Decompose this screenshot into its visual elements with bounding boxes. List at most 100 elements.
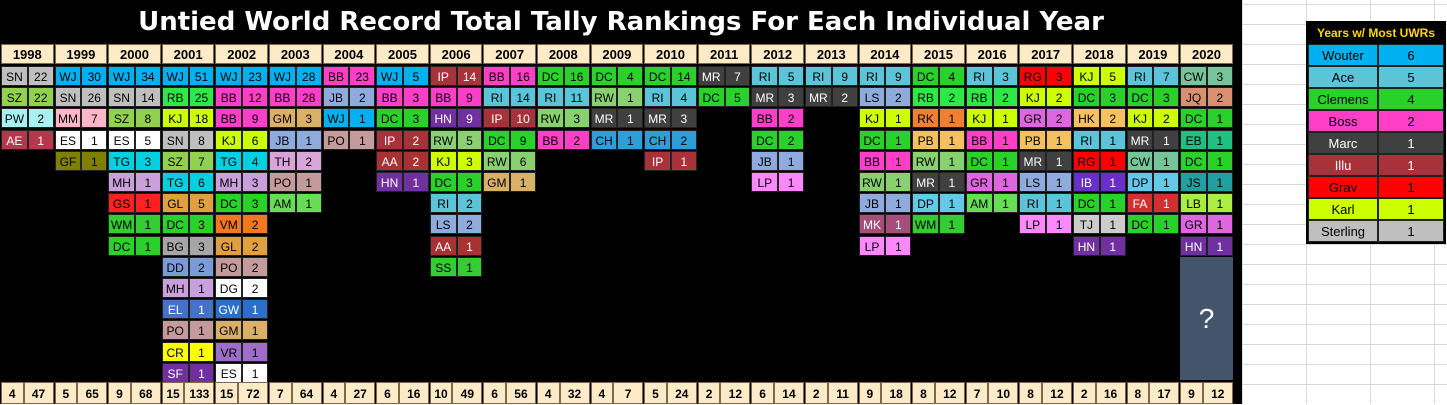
player-abbr-cell: DC [537, 66, 564, 86]
player-abbr-cell: AA [429, 235, 457, 256]
player-abbr-cell: KJ [1126, 108, 1154, 129]
player-count-cell: 23 [242, 66, 268, 86]
year-player-count: 6 [751, 382, 774, 404]
year-total-count: 10 [988, 382, 1019, 404]
player-count-cell: 3 [403, 87, 429, 108]
player-abbr-cell: PO [322, 129, 350, 150]
player-count-cell: 26 [81, 87, 108, 108]
player-count-cell: 9 [242, 108, 268, 129]
player-count-cell: 3 [188, 214, 215, 235]
year-header-1998: 1998 [1, 44, 54, 64]
player-abbr-cell: BB [483, 66, 511, 86]
player-abbr-cell: PW [1, 108, 28, 129]
player-count-cell: 5 [188, 193, 215, 214]
player-count-cell: 11 [563, 87, 590, 108]
legend-name: Wouter [1308, 44, 1378, 66]
player-abbr-cell: DC [1126, 87, 1154, 108]
player-count-cell: 2 [885, 87, 912, 108]
player-abbr-cell: JB [751, 150, 779, 171]
player-count-cell: 22 [27, 66, 54, 86]
player-count-cell: 8 [188, 129, 215, 150]
year-header-2001: 2001 [161, 44, 215, 64]
player-count-cell: 2 [831, 87, 858, 108]
player-count-cell: 3 [456, 172, 483, 192]
legend-name: Sterling [1308, 220, 1378, 242]
player-abbr-cell: RW [858, 172, 886, 192]
player-abbr-cell: RW [537, 108, 564, 129]
year-player-count: 7 [965, 382, 989, 404]
year-header-2013: 2013 [805, 44, 858, 64]
player-count-cell: 1 [1099, 172, 1126, 192]
year-total-count: 12 [1041, 382, 1072, 404]
player-count-cell: 2 [242, 278, 268, 298]
year-total-count: 14 [773, 382, 804, 404]
player-abbr-cell: BB [537, 129, 564, 150]
legend-value: 1 [1378, 198, 1444, 220]
player-count-cell: 28 [295, 66, 322, 86]
player-count-cell: 6 [188, 172, 215, 192]
player-count-cell: 2 [778, 108, 804, 129]
legend-value: 4 [1378, 88, 1444, 110]
player-abbr-cell: DC [1126, 214, 1154, 235]
year-player-count: 10 [429, 382, 453, 404]
player-count-cell: 2 [1046, 108, 1072, 129]
player-count-cell: 1 [885, 172, 912, 192]
year-player-count: 9 [108, 382, 131, 404]
legend-name: Ace [1308, 66, 1378, 88]
player-abbr-cell: IP [376, 129, 403, 150]
player-count-cell: 1 [1099, 129, 1126, 150]
player-abbr-cell: RI [1019, 193, 1047, 214]
player-count-cell: 7 [1153, 66, 1180, 86]
player-abbr-cell: TH [269, 150, 296, 171]
player-count-cell: 1 [188, 362, 215, 383]
player-abbr-cell: LP [858, 235, 886, 256]
year-player-count: 6 [483, 382, 506, 404]
player-abbr-cell: RI [537, 87, 564, 108]
year-total-count: 49 [452, 382, 483, 404]
player-abbr-cell: IB [1073, 172, 1100, 192]
player-count-cell: 1 [403, 172, 429, 192]
player-count-cell: 1 [939, 129, 965, 150]
player-count-cell: 3 [242, 193, 268, 214]
player-abbr-cell: BB [858, 150, 886, 171]
player-abbr-cell: RG [1073, 150, 1100, 171]
player-abbr-cell: MR [644, 108, 671, 129]
player-abbr-cell: DC [108, 235, 135, 256]
player-abbr-cell: ES [108, 129, 135, 150]
player-count-cell: 2 [563, 129, 590, 150]
player-count-cell: 3 [135, 150, 161, 171]
player-count-cell: 1 [885, 129, 912, 150]
player-count-cell: 5 [456, 129, 483, 150]
player-abbr-cell: BB [965, 129, 993, 150]
player-count-cell: 1 [992, 129, 1019, 150]
player-count-cell: 1 [885, 108, 912, 129]
player-abbr-cell: SS [429, 256, 457, 277]
player-count-cell: 1 [1207, 235, 1233, 256]
player-count-cell: 2 [188, 256, 215, 277]
legend-row: Clemens 4 [1308, 88, 1444, 110]
player-abbr-cell: LP [751, 172, 779, 192]
player-abbr-cell: RI [429, 193, 457, 214]
player-count-cell: 1 [1207, 172, 1233, 192]
player-abbr-cell: WM [108, 214, 135, 235]
player-count-cell: 1 [939, 108, 965, 129]
player-count-cell: 9 [885, 66, 912, 86]
player-abbr-cell: WM [912, 214, 939, 235]
legend-name: Karl [1308, 198, 1378, 220]
year-total-count: 32 [559, 382, 590, 404]
player-count-cell: 3 [295, 108, 322, 129]
legend-name: Marc [1308, 132, 1378, 154]
player-abbr-cell: PO [269, 172, 296, 192]
year-total-count: 64 [291, 382, 322, 404]
player-count-cell: 1 [617, 108, 644, 129]
player-abbr-cell: DC [1180, 108, 1207, 129]
player-count-cell: 1 [885, 150, 912, 171]
player-abbr-cell: VM [215, 214, 243, 235]
player-abbr-cell: CH [590, 129, 618, 150]
player-abbr-cell: MH [108, 172, 135, 192]
player-count-cell: 51 [188, 66, 215, 86]
player-count-cell: 5 [724, 87, 751, 108]
player-abbr-cell: HN [429, 108, 457, 129]
player-abbr-cell: BG [161, 235, 189, 256]
player-count-cell: 14 [135, 87, 161, 108]
